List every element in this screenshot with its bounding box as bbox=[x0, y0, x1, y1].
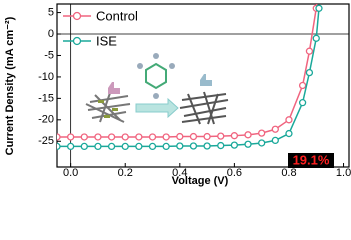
series-marker bbox=[285, 116, 293, 124]
series-marker bbox=[244, 140, 252, 148]
y-tick-label: -15 bbox=[38, 92, 54, 104]
series-line bbox=[57, 4, 318, 138]
x-tick-label: 0.6 bbox=[227, 167, 242, 179]
y-tick-label: 5 bbox=[48, 6, 54, 18]
x-axis-label: Voltage (V) bbox=[172, 175, 229, 187]
legend-label: ISE bbox=[96, 33, 117, 48]
series-marker bbox=[148, 133, 157, 141]
annotation-box bbox=[288, 153, 334, 168]
inset-illustration bbox=[85, 53, 229, 125]
x-tick-label: 0.0 bbox=[63, 167, 78, 179]
series-marker bbox=[135, 142, 143, 151]
y-tick-label: -10 bbox=[38, 71, 54, 83]
series-marker bbox=[107, 133, 116, 141]
y-tick-label: -20 bbox=[38, 114, 54, 126]
series-marker bbox=[271, 125, 279, 133]
series-marker bbox=[57, 142, 61, 151]
legend-marker bbox=[72, 36, 82, 46]
x-tick-label: 0.4 bbox=[172, 167, 187, 179]
y-axis-label: Current Density (mA cm⁻²) bbox=[4, 16, 16, 155]
series-marker bbox=[203, 142, 211, 150]
legend-marker bbox=[72, 11, 82, 21]
series-marker bbox=[298, 81, 307, 90]
x-tick-label: 0.2 bbox=[118, 167, 133, 179]
series-marker bbox=[176, 142, 184, 150]
series-marker bbox=[305, 47, 314, 55]
series-marker bbox=[80, 142, 88, 151]
series-marker bbox=[244, 131, 252, 139]
series-marker bbox=[80, 133, 88, 141]
series-marker bbox=[66, 142, 75, 151]
series-marker bbox=[162, 133, 170, 141]
x-tick-label: 1.0 bbox=[336, 167, 351, 179]
series-marker bbox=[66, 133, 75, 141]
series-marker bbox=[121, 133, 129, 141]
series-marker bbox=[285, 129, 293, 138]
y-tick-label: -5 bbox=[44, 49, 54, 61]
series-marker bbox=[57, 133, 61, 141]
series-marker bbox=[203, 132, 211, 141]
series-marker bbox=[230, 141, 239, 149]
x-tick-label: 0.8 bbox=[281, 167, 296, 179]
y-tick-label: 0 bbox=[48, 28, 54, 40]
series-group bbox=[57, 4, 323, 151]
series-marker bbox=[315, 4, 323, 12]
thumbs-icon bbox=[200, 74, 212, 86]
series-marker bbox=[107, 142, 116, 151]
thumbs-icon bbox=[108, 82, 120, 94]
series-marker bbox=[271, 136, 279, 145]
chart: Voltage (V) Current Density (mA cm⁻²) 5 0… bbox=[4, 3, 351, 187]
series-marker bbox=[94, 142, 102, 151]
series-marker bbox=[176, 132, 184, 141]
y-tick-label: -25 bbox=[38, 135, 54, 147]
series-marker bbox=[298, 99, 307, 107]
series-marker bbox=[148, 142, 157, 151]
series-marker bbox=[121, 142, 129, 151]
series-marker bbox=[189, 142, 198, 150]
series-marker bbox=[312, 34, 320, 42]
series-marker bbox=[94, 133, 102, 141]
legend-label: Control bbox=[96, 8, 138, 23]
series-marker bbox=[217, 141, 225, 150]
plot-frame bbox=[56, 3, 350, 168]
inset-arrow bbox=[135, 97, 179, 119]
series-marker bbox=[135, 133, 143, 141]
annotation: 19.1% bbox=[293, 152, 330, 167]
series-line bbox=[57, 8, 320, 148]
series-marker bbox=[258, 129, 266, 137]
series-marker bbox=[189, 132, 198, 141]
series-marker bbox=[162, 142, 170, 151]
series-marker bbox=[230, 132, 239, 140]
page: Voltage (V) Current Density (mA cm⁻²) 5 0… bbox=[3, 3, 351, 187]
series-marker bbox=[258, 139, 266, 147]
series-marker bbox=[217, 132, 225, 140]
series-marker bbox=[305, 68, 314, 77]
